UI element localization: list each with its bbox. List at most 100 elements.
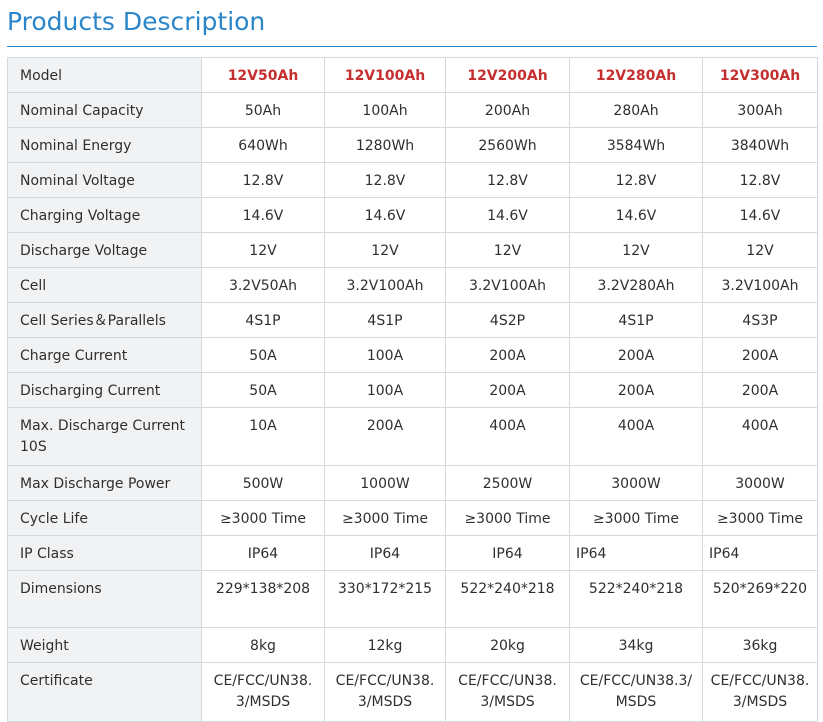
table-row: Max Discharge Power 500W 1000W 2500W 300…: [7, 465, 818, 501]
table-row: Cycle Life ≥3000 Time ≥3000 Time ≥3000 T…: [7, 500, 818, 536]
table-row: Discharging Current 50A 100A 200A 200A 2…: [7, 372, 818, 408]
row-label: Dimensions: [7, 570, 202, 628]
table-cell: 2500W: [445, 465, 570, 501]
table-cell: ≥3000 Time: [201, 500, 325, 536]
table-cell: 100A: [324, 337, 446, 373]
table-cell: 12.8V: [445, 162, 570, 198]
table-cell: IP64: [445, 535, 570, 571]
table-header-row: Model 12V50Ah 12V100Ah 12V200Ah 12V280Ah…: [7, 57, 818, 93]
row-label: Cell Series＆Parallels: [7, 302, 202, 338]
table-cell: 3.2V50Ah: [201, 267, 325, 303]
table-cell: 12V: [324, 232, 446, 268]
table-cell: ≥3000 Time: [445, 500, 570, 536]
table-cell: CE/FCC/UN38.3/MSDS: [702, 662, 818, 722]
row-label: Charging Voltage: [7, 197, 202, 233]
table-cell: ≥3000 Time: [569, 500, 703, 536]
table-cell: 14.6V: [201, 197, 325, 233]
table-cell: CE/FCC/UN38.3/MSDS: [569, 662, 703, 722]
table-cell: 3584Wh: [569, 127, 703, 163]
table-cell: 14.6V: [324, 197, 446, 233]
table-row: IP Class IP64 IP64 IP64 IP64 IP64: [7, 535, 818, 571]
table-cell: 12.8V: [702, 162, 818, 198]
table-row: Charge Current 50A 100A 200A 200A 200A: [7, 337, 818, 373]
table-cell: 500W: [201, 465, 325, 501]
table-cell: 12V: [702, 232, 818, 268]
table-cell: 3.2V280Ah: [569, 267, 703, 303]
table-row: Cell Series＆Parallels 4S1P 4S1P 4S2P 4S1…: [7, 302, 818, 338]
table-cell: 14.6V: [702, 197, 818, 233]
model-header: 12V100Ah: [324, 57, 446, 93]
table-row: Charging Voltage 14.6V 14.6V 14.6V 14.6V…: [7, 197, 818, 233]
table-cell: 640Wh: [201, 127, 325, 163]
row-label: Cell: [7, 267, 202, 303]
table-cell: 200A: [702, 372, 818, 408]
table-cell: 1000W: [324, 465, 446, 501]
table-cell: 200A: [445, 372, 570, 408]
row-label: Discharge Voltage: [7, 232, 202, 268]
table-cell: 400A: [702, 407, 818, 466]
row-label: Nominal Capacity: [7, 92, 202, 128]
table-row: Nominal Voltage 12.8V 12.8V 12.8V 12.8V …: [7, 162, 818, 198]
row-label: Certificate: [7, 662, 202, 722]
table-cell: 100Ah: [324, 92, 446, 128]
table-cell: 20kg: [445, 627, 570, 663]
row-label: Cycle Life: [7, 500, 202, 536]
table-cell: 3840Wh: [702, 127, 818, 163]
model-header: 12V200Ah: [445, 57, 570, 93]
table-cell: 3000W: [569, 465, 703, 501]
row-label-model: Model: [7, 57, 202, 93]
table-cell: 50Ah: [201, 92, 325, 128]
model-header: 12V50Ah: [201, 57, 325, 93]
table-cell: 200A: [445, 337, 570, 373]
table-cell: 200A: [569, 337, 703, 373]
table-cell: 3.2V100Ah: [702, 267, 818, 303]
table-cell: 4S2P: [445, 302, 570, 338]
table-cell: 3000W: [702, 465, 818, 501]
row-label: Nominal Voltage: [7, 162, 202, 198]
table-cell: 34kg: [569, 627, 703, 663]
table-cell: 4S1P: [201, 302, 325, 338]
table-cell: 400A: [569, 407, 703, 466]
table-cell: 10A: [201, 407, 325, 466]
table-cell: ≥3000 Time: [324, 500, 446, 536]
table-cell: 229*138*208: [201, 570, 325, 628]
table-cell: 400A: [445, 407, 570, 466]
table-row: Weight 8kg 12kg 20kg 34kg 36kg: [7, 627, 818, 663]
table-cell: 200A: [324, 407, 446, 466]
table-cell: 36kg: [702, 627, 818, 663]
table-cell: 12V: [569, 232, 703, 268]
table-row: Cell 3.2V50Ah 3.2V100Ah 3.2V100Ah 3.2V28…: [7, 267, 818, 303]
table-cell: 520*269*220: [702, 570, 818, 628]
table-cell: 300Ah: [702, 92, 818, 128]
table-cell: IP64: [702, 535, 818, 571]
row-label: Nominal Energy: [7, 127, 202, 163]
table-cell: 200Ah: [445, 92, 570, 128]
table-cell: 12V: [445, 232, 570, 268]
table-cell: 200A: [569, 372, 703, 408]
table-cell: 12.8V: [201, 162, 325, 198]
table-cell: 522*240*218: [569, 570, 703, 628]
table-cell: 522*240*218: [445, 570, 570, 628]
model-header: 12V300Ah: [702, 57, 818, 93]
products-spec-table: Model 12V50Ah 12V100Ah 12V200Ah 12V280Ah…: [7, 57, 818, 722]
table-cell: CE/FCC/UN38.3/MSDS: [201, 662, 325, 722]
row-label: Discharging Current: [7, 372, 202, 408]
table-cell: 280Ah: [569, 92, 703, 128]
table-cell: IP64: [569, 535, 703, 571]
row-label: Charge Current: [7, 337, 202, 373]
table-cell: 12V: [201, 232, 325, 268]
table-cell: 2560Wh: [445, 127, 570, 163]
table-cell: 50A: [201, 372, 325, 408]
table-cell: CE/FCC/UN38.3/MSDS: [324, 662, 446, 722]
table-row: Discharge Voltage 12V 12V 12V 12V 12V: [7, 232, 818, 268]
table-cell: 12.8V: [324, 162, 446, 198]
table-cell: 200A: [702, 337, 818, 373]
table-cell: CE/FCC/UN38.3/MSDS: [445, 662, 570, 722]
page-title: Products Description: [7, 7, 266, 36]
table-row: Certificate CE/FCC/UN38.3/MSDS CE/FCC/UN…: [7, 662, 818, 722]
table-row: Nominal Capacity 50Ah 100Ah 200Ah 280Ah …: [7, 92, 818, 128]
table-cell: 4S1P: [324, 302, 446, 338]
table-row: Dimensions 229*138*208 330*172*215 522*2…: [7, 570, 818, 628]
table-cell: IP64: [324, 535, 446, 571]
title-divider: [7, 46, 817, 47]
